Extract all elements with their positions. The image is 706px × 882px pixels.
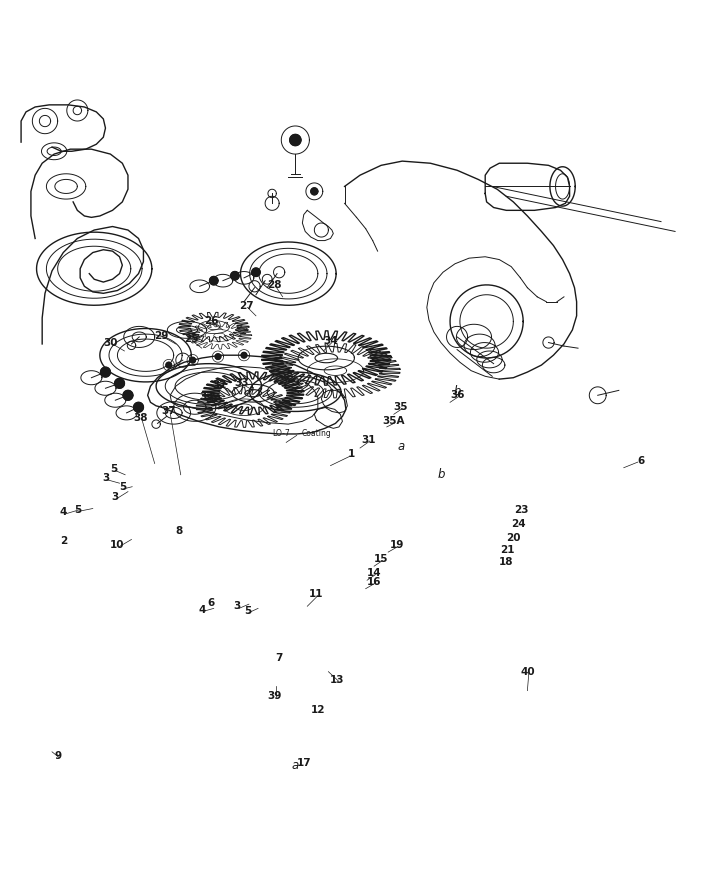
Text: 5: 5 bbox=[73, 505, 81, 515]
Text: 10: 10 bbox=[110, 540, 125, 550]
Text: 5: 5 bbox=[119, 482, 126, 491]
Text: 3: 3 bbox=[234, 602, 241, 611]
Text: 3: 3 bbox=[102, 473, 109, 482]
Text: 5: 5 bbox=[110, 464, 117, 475]
Text: 3: 3 bbox=[112, 491, 119, 502]
Text: 31: 31 bbox=[361, 435, 376, 445]
Text: 18: 18 bbox=[499, 557, 513, 567]
Text: a: a bbox=[397, 440, 405, 453]
Polygon shape bbox=[289, 134, 301, 146]
Text: 17: 17 bbox=[297, 758, 311, 768]
Text: 35: 35 bbox=[393, 402, 408, 412]
Text: 27: 27 bbox=[239, 301, 253, 311]
Text: 38: 38 bbox=[133, 414, 148, 423]
Text: 34: 34 bbox=[323, 336, 337, 346]
Text: 33: 33 bbox=[200, 392, 214, 402]
Text: 21: 21 bbox=[501, 545, 515, 555]
Text: 14: 14 bbox=[367, 568, 381, 579]
Text: 6: 6 bbox=[208, 598, 215, 608]
Text: 7: 7 bbox=[275, 653, 283, 662]
Text: 9: 9 bbox=[54, 751, 61, 761]
Text: Coating: Coating bbox=[301, 430, 331, 438]
Polygon shape bbox=[231, 272, 239, 280]
Polygon shape bbox=[311, 188, 318, 195]
Polygon shape bbox=[114, 378, 124, 388]
Text: 1: 1 bbox=[348, 449, 355, 459]
Text: 16: 16 bbox=[367, 577, 381, 587]
Text: 32: 32 bbox=[212, 380, 227, 390]
Text: 36: 36 bbox=[450, 391, 465, 400]
Text: 2: 2 bbox=[59, 536, 67, 546]
Text: 12: 12 bbox=[311, 705, 325, 714]
Text: 4: 4 bbox=[198, 605, 205, 615]
Text: 35A: 35A bbox=[383, 416, 405, 426]
Text: 30: 30 bbox=[103, 338, 118, 348]
Text: 26: 26 bbox=[204, 317, 218, 326]
Text: b: b bbox=[453, 385, 461, 399]
Text: 8: 8 bbox=[175, 526, 182, 536]
Text: 5: 5 bbox=[244, 606, 251, 617]
Text: 25: 25 bbox=[184, 334, 198, 344]
Text: 23: 23 bbox=[515, 505, 529, 515]
Text: a: a bbox=[292, 759, 299, 773]
Text: 28: 28 bbox=[267, 280, 282, 290]
Polygon shape bbox=[190, 357, 196, 363]
Polygon shape bbox=[123, 391, 133, 400]
Text: 40: 40 bbox=[520, 667, 534, 676]
Text: 39: 39 bbox=[267, 691, 282, 700]
Text: b: b bbox=[437, 468, 445, 482]
Text: 4: 4 bbox=[59, 507, 67, 517]
Text: 13: 13 bbox=[330, 675, 345, 685]
Polygon shape bbox=[215, 354, 221, 360]
Text: LO-7: LO-7 bbox=[273, 430, 290, 438]
Text: 19: 19 bbox=[390, 540, 404, 550]
Text: 6: 6 bbox=[638, 456, 645, 466]
Text: 29: 29 bbox=[155, 331, 169, 340]
Text: 24: 24 bbox=[511, 519, 525, 529]
Polygon shape bbox=[210, 276, 218, 285]
Text: 33: 33 bbox=[234, 378, 249, 388]
Text: 20: 20 bbox=[506, 533, 520, 543]
Polygon shape bbox=[166, 363, 172, 368]
Text: 15: 15 bbox=[374, 554, 388, 564]
Polygon shape bbox=[100, 367, 110, 377]
Text: 11: 11 bbox=[309, 589, 323, 599]
Text: 37: 37 bbox=[162, 407, 176, 416]
Polygon shape bbox=[241, 353, 247, 358]
Polygon shape bbox=[133, 402, 143, 412]
Polygon shape bbox=[252, 268, 261, 276]
